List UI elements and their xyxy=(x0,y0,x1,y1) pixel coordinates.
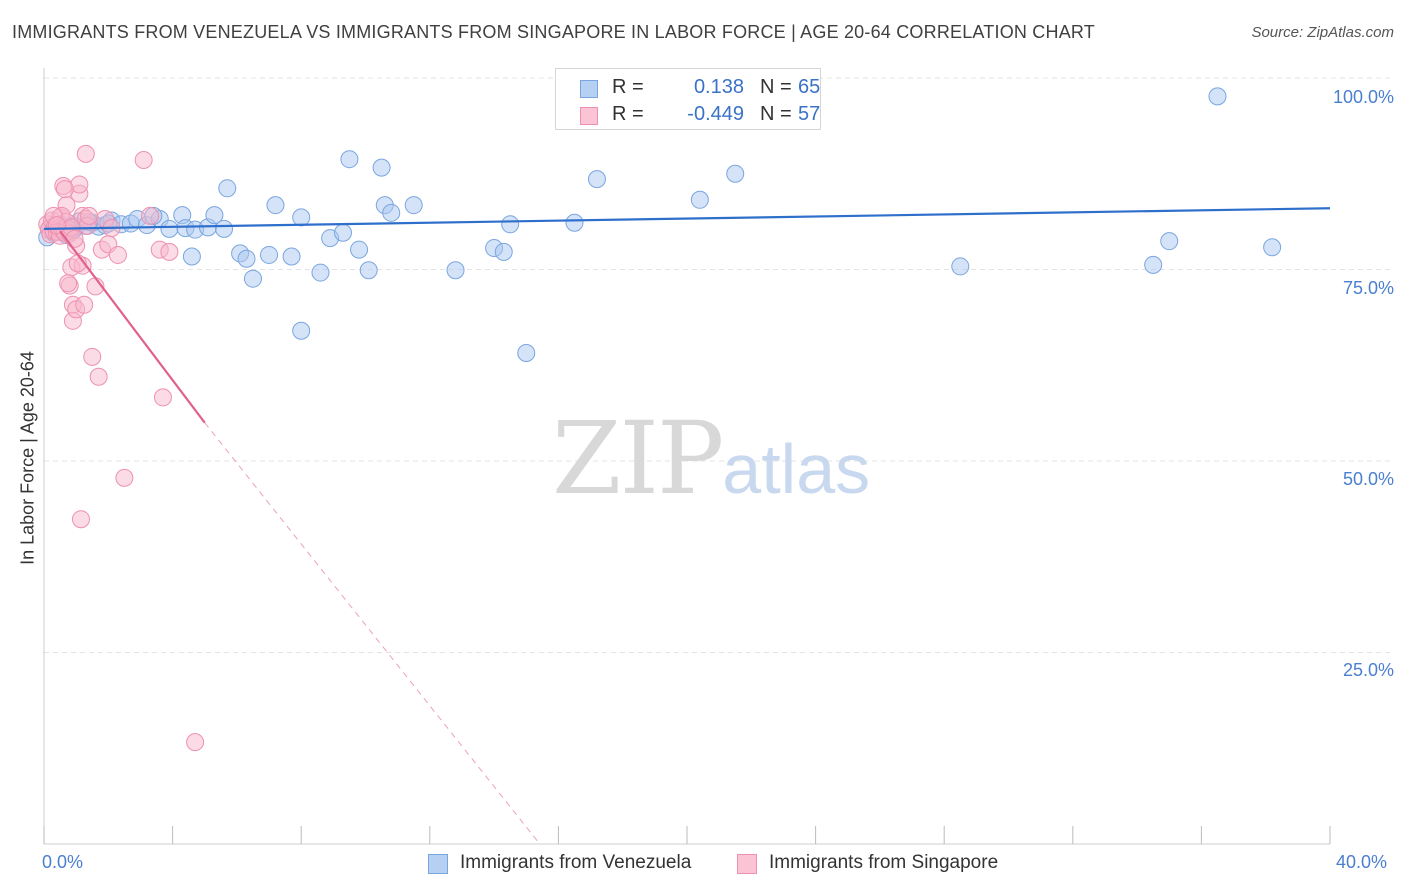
singapore-point xyxy=(80,206,99,225)
singapore-point xyxy=(55,180,74,199)
venezuela-point xyxy=(292,321,311,340)
y-axis-label: In Labor Force | Age 20-64 xyxy=(17,351,38,565)
venezuela-point xyxy=(404,196,423,215)
singapore-points xyxy=(38,144,205,752)
y-tick-label: 100.0% xyxy=(1332,87,1394,107)
n-label: N = xyxy=(760,103,792,125)
watermark: ZIPatlas xyxy=(552,400,871,517)
singapore-point xyxy=(75,295,94,314)
venezuela-point xyxy=(237,249,256,268)
singapore-point xyxy=(76,144,95,163)
x-tick-label: 40.0% xyxy=(1336,852,1388,872)
singapore-point xyxy=(141,206,160,225)
singapore-point xyxy=(59,274,78,293)
singapore-trend-extension xyxy=(204,422,541,845)
r-value: -0.449 xyxy=(687,103,744,125)
singapore-point xyxy=(89,367,108,386)
singapore-point xyxy=(71,510,90,529)
singapore-swatch xyxy=(580,107,598,125)
venezuela-point xyxy=(690,190,709,209)
stats-box: R = 0.138 N = 65 R = -0.449 N = 57 xyxy=(555,68,821,130)
venezuela-point xyxy=(372,158,391,177)
venezuela-point xyxy=(446,261,465,280)
venezuela-swatch xyxy=(580,80,598,98)
venezuela-point xyxy=(1160,232,1179,251)
singapore-point xyxy=(83,347,102,366)
r-label: R = xyxy=(612,103,644,125)
venezuela-point xyxy=(282,247,301,266)
n-label: N = xyxy=(760,76,792,98)
venezuela-point xyxy=(243,269,262,288)
venezuela-point xyxy=(517,343,536,362)
singapore-point xyxy=(134,150,153,169)
venezuela-point xyxy=(215,219,234,238)
singapore-point xyxy=(108,245,127,264)
venezuela-point xyxy=(501,215,520,234)
venezuela-point xyxy=(359,261,378,280)
r-label: R = xyxy=(612,76,644,98)
venezuela-point xyxy=(260,245,279,264)
venezuela-trend-line xyxy=(43,207,1331,231)
venezuela-point xyxy=(1208,87,1227,106)
venezuela-point xyxy=(1263,238,1282,257)
venezuela-point xyxy=(565,213,584,232)
singapore-trend-line xyxy=(59,230,206,424)
venezuela-point xyxy=(266,196,285,215)
venezuela-legend-swatch xyxy=(428,854,448,874)
venezuela-point xyxy=(494,242,513,261)
venezuela-point xyxy=(340,150,359,169)
legend-label: Immigrants from Venezuela xyxy=(460,852,692,873)
n-value: 57 xyxy=(798,103,821,125)
trend-lines xyxy=(43,207,1331,845)
axes xyxy=(43,68,1331,845)
venezuela-point xyxy=(350,240,369,259)
venezuela-point xyxy=(1144,255,1163,274)
singapore-point xyxy=(65,229,84,248)
venezuela-point xyxy=(333,223,352,242)
x-tick-label: 0.0% xyxy=(42,852,84,872)
y-tick-label: 75.0% xyxy=(1342,278,1394,298)
venezuela-point xyxy=(587,170,606,189)
gridlines xyxy=(44,77,1392,653)
venezuela-point xyxy=(182,247,201,266)
singapore-point xyxy=(153,388,172,407)
venezuela-point xyxy=(951,257,970,276)
singapore-point xyxy=(186,733,205,752)
singapore-point xyxy=(115,468,134,487)
y-tick-label: 25.0% xyxy=(1342,660,1394,680)
source-label: Source: ZipAtlas.com xyxy=(1251,24,1394,41)
venezuela-point xyxy=(311,263,330,282)
r-value: 0.138 xyxy=(693,76,744,98)
venezuela-point xyxy=(205,206,224,225)
singapore-legend-swatch xyxy=(737,854,757,874)
venezuela-point xyxy=(726,164,745,183)
venezuela-point xyxy=(382,203,401,222)
y-tick-label: 50.0% xyxy=(1342,469,1394,489)
chart-title: IMMIGRANTS FROM VENEZUELA VS IMMIGRANTS … xyxy=(12,22,1095,42)
venezuela-point xyxy=(218,179,237,198)
venezuela-point xyxy=(160,219,179,238)
n-value: 65 xyxy=(798,76,821,98)
singapore-point xyxy=(47,216,66,235)
legend-label: Immigrants from Singapore xyxy=(769,852,999,873)
singapore-point xyxy=(160,242,179,261)
venezuela-point xyxy=(292,208,311,227)
